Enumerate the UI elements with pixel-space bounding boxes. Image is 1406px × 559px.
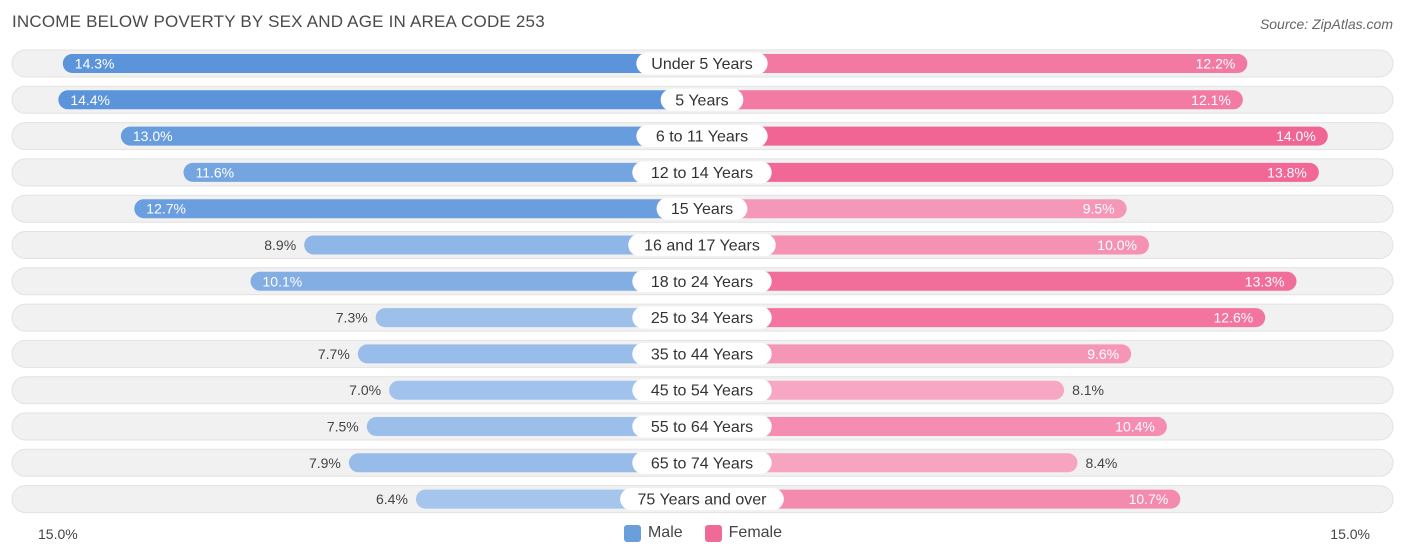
male-bar	[134, 199, 702, 219]
female-bar	[702, 380, 1065, 400]
male-value-label: 7.3%	[336, 310, 368, 326]
female-bar	[702, 162, 1319, 182]
male-value-label: 13.0%	[133, 128, 173, 144]
male-bar	[304, 235, 702, 255]
category-pill	[636, 125, 768, 148]
female-value-label: 10.0%	[1097, 237, 1137, 253]
female-value-label: 10.4%	[1115, 419, 1155, 435]
legend-item-female: Female	[704, 524, 783, 542]
male-value-label: 7.7%	[318, 346, 350, 362]
male-bar	[366, 417, 702, 436]
male-value-label: 7.9%	[309, 455, 341, 471]
category-label: 6 to 11 Years	[656, 129, 748, 146]
female-bar	[702, 54, 1248, 73]
category-pill	[632, 415, 772, 438]
female-bar	[702, 199, 1127, 219]
male-bar	[348, 453, 702, 473]
legend-swatch-male	[623, 524, 641, 542]
male-value-label: 10.1%	[263, 273, 303, 289]
female-bar	[702, 235, 1149, 255]
legend: Male Female	[0, 524, 1406, 542]
chart-source: Source: ZipAtlas.com	[1259, 16, 1393, 32]
legend-label-male: Male	[647, 524, 683, 541]
category-label: 75 Years and over	[638, 492, 768, 509]
legend-label-female: Female	[728, 524, 783, 541]
female-bar	[702, 308, 1266, 328]
male-value-label: 8.9%	[264, 237, 296, 253]
category-pill	[636, 52, 768, 75]
female-value-label: 8.4%	[1085, 455, 1117, 471]
male-bar	[250, 271, 702, 291]
category-pill	[632, 379, 772, 402]
male-value-label: 12.7%	[146, 201, 186, 217]
category-pill	[632, 451, 772, 474]
female-value-label: 9.5%	[1083, 201, 1115, 217]
category-label: 18 to 24 Years	[651, 274, 753, 291]
category-label: 16 and 17 Years	[644, 238, 760, 255]
category-pill	[628, 234, 776, 256]
male-value-label: 14.4%	[70, 92, 110, 108]
female-bar	[702, 344, 1132, 364]
male-value-label: 6.4%	[376, 491, 408, 507]
legend-item-male: Male	[623, 524, 683, 542]
chart-title: INCOME BELOW POVERTY BY SEX AND AGE IN A…	[12, 12, 545, 31]
category-label: Under 5 Years	[651, 56, 752, 73]
female-value-label: 12.1%	[1191, 92, 1231, 108]
category-label: 5 Years	[675, 92, 728, 109]
female-bar	[702, 90, 1243, 110]
female-bar	[702, 489, 1181, 509]
male-bar	[62, 54, 703, 73]
category-label: 15 Years	[671, 201, 733, 218]
male-value-label: 14.3%	[75, 56, 115, 72]
axis-left-label: 15.0%	[38, 526, 78, 542]
female-value-label: 8.1%	[1072, 382, 1104, 398]
female-bar	[702, 126, 1328, 146]
legend-swatch-female	[704, 524, 722, 542]
female-value-label: 12.6%	[1214, 310, 1254, 326]
category-label: 55 to 64 Years	[651, 419, 753, 436]
category-pill	[632, 270, 772, 293]
male-bar	[58, 90, 702, 110]
category-pill	[660, 88, 744, 111]
female-value-label: 10.7%	[1129, 491, 1169, 507]
category-pill	[632, 342, 772, 365]
category-pill	[632, 306, 772, 329]
female-value-label: 9.6%	[1087, 346, 1119, 362]
male-bar	[120, 126, 702, 146]
category-pill	[632, 161, 772, 184]
male-bar	[389, 380, 702, 400]
male-bar	[183, 162, 703, 182]
female-value-label: 13.8%	[1267, 164, 1307, 180]
female-value-label: 13.3%	[1245, 273, 1285, 289]
male-value-label: 7.0%	[349, 382, 381, 398]
category-label: 45 to 54 Years	[651, 383, 753, 400]
category-label: 65 to 74 Years	[651, 455, 753, 472]
axis-right-label: 15.0%	[1330, 526, 1370, 542]
male-bar	[357, 344, 702, 364]
category-pill	[620, 488, 784, 511]
female-bar	[702, 453, 1078, 473]
female-bar	[702, 417, 1167, 436]
female-value-label: 12.2%	[1196, 56, 1236, 72]
female-bar	[702, 271, 1297, 291]
category-label: 25 to 34 Years	[651, 310, 753, 327]
category-pill	[656, 197, 748, 220]
female-value-label: 14.0%	[1276, 128, 1316, 144]
male-value-label: 11.6%	[195, 164, 234, 180]
male-bar	[375, 308, 702, 328]
male-value-label: 7.5%	[327, 419, 359, 435]
category-label: 35 to 44 Years	[651, 346, 753, 363]
category-label: 12 to 14 Years	[651, 165, 753, 182]
